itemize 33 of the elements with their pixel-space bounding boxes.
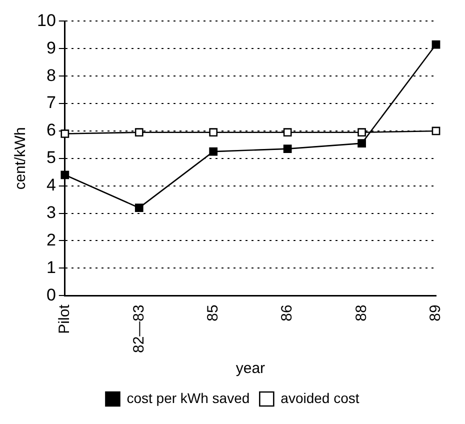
x-tick-label: Pilot	[56, 304, 74, 334]
point	[60, 130, 70, 138]
y-tick-label: 6	[46, 120, 56, 140]
y-tick-label: 7	[46, 93, 56, 112]
y-tick-label: 5	[46, 148, 56, 168]
point	[134, 128, 144, 137]
y-tick-label: 1	[46, 258, 56, 277]
point	[60, 170, 70, 180]
point	[432, 126, 440, 136]
point	[134, 204, 144, 212]
point	[358, 139, 366, 148]
point	[283, 144, 292, 153]
legend-label: cost per kWh saved	[126, 390, 250, 406]
y-tick-label: 0	[46, 285, 56, 304]
x-tick-label: 82—83	[130, 304, 148, 354]
y-axis-title: cent/kWh	[12, 127, 30, 190]
point	[358, 128, 366, 137]
y-tick-label: 4	[46, 176, 56, 195]
legend-label: avoided cost	[280, 390, 360, 406]
y-tick-label: 2	[46, 230, 56, 250]
point	[209, 128, 218, 137]
x-tick-label: 85	[204, 304, 222, 322]
x-tick-label: 89	[427, 304, 444, 322]
point	[432, 40, 440, 49]
y-tick-label: 8	[46, 66, 56, 85]
y-tick-label: 3	[46, 202, 56, 222]
x-tick-label: 88	[352, 304, 370, 322]
point	[209, 147, 218, 156]
point	[283, 128, 292, 137]
y-tick-label: 9	[46, 38, 56, 58]
x-tick-label: 86	[278, 304, 296, 322]
x-axis-title: year	[236, 360, 266, 378]
y-tick-label: 10	[36, 10, 56, 30]
